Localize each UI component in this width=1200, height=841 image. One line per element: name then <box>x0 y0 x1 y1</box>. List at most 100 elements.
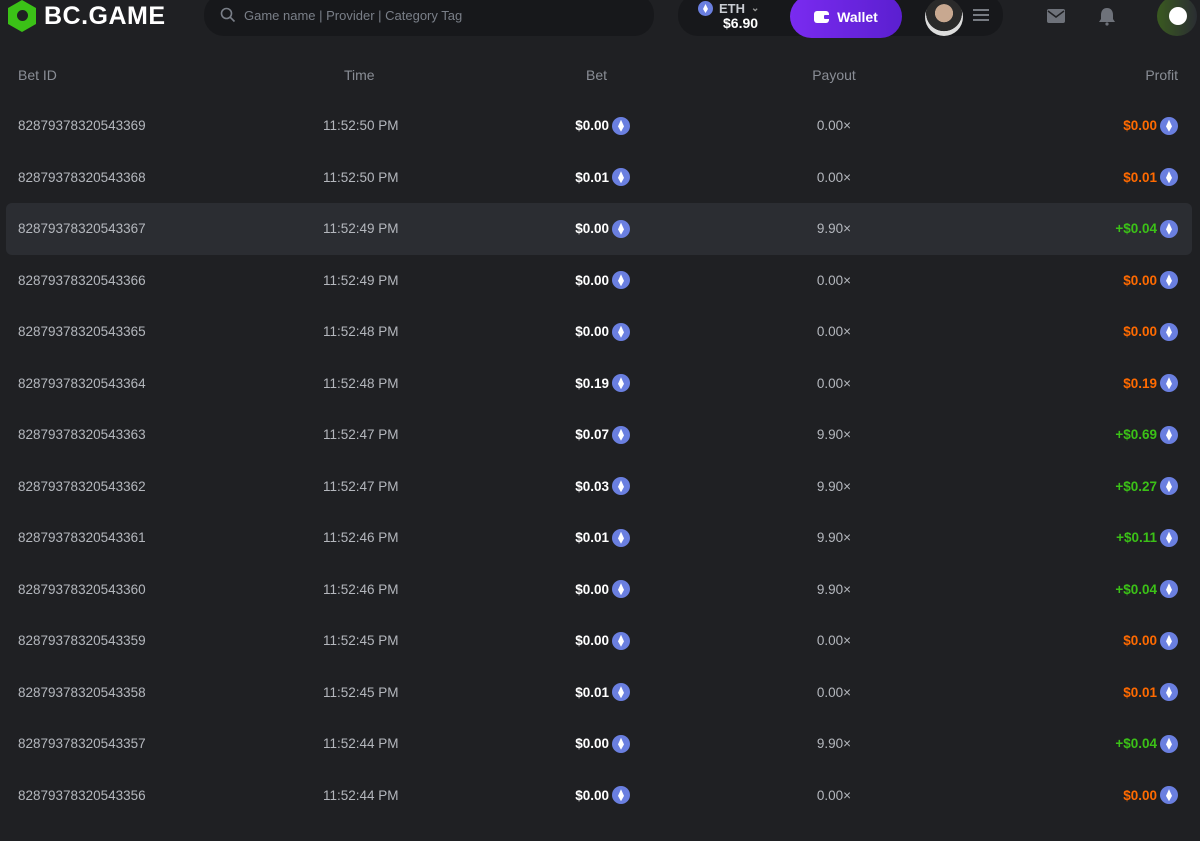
eth-icon <box>1160 631 1178 650</box>
profit: $0.00 <box>1123 116 1178 135</box>
profile-icon[interactable] <box>1157 0 1197 36</box>
table-row[interactable]: 82879378320543368 11:52:50 PM $0.01 0.00… <box>0 152 1200 204</box>
balance-amount: $6.90 <box>723 15 759 31</box>
table-row[interactable]: 82879378320543357 11:52:44 PM $0.00 9.90… <box>0 718 1200 770</box>
bet-id[interactable]: 82879378320543365 <box>18 324 146 340</box>
bet-value: $0.00 <box>575 736 609 752</box>
menu-icon[interactable] <box>973 9 989 23</box>
bet-id[interactable]: 82879378320543359 <box>18 633 146 649</box>
payout: 9.90× <box>816 478 852 494</box>
eth-icon <box>1160 322 1178 341</box>
eth-icon <box>1160 734 1178 753</box>
payout: 9.90× <box>816 581 852 597</box>
payout: 9.90× <box>816 736 852 752</box>
bet-id[interactable]: 82879378320543363 <box>18 427 146 443</box>
mail-icon[interactable] <box>1046 6 1066 26</box>
bet-id[interactable]: 82879378320543361 <box>18 530 146 546</box>
bet-amount: $0.07 <box>520 425 630 444</box>
payout: 0.00× <box>816 375 852 391</box>
bet-id[interactable]: 82879378320543366 <box>18 272 146 288</box>
currency-selector[interactable]: ETH ⌄ <box>698 1 759 16</box>
logo-icon <box>8 0 36 32</box>
table-row[interactable]: 82879378320543363 11:52:47 PM $0.07 9.90… <box>0 409 1200 461</box>
bet-time: 11:52:47 PM <box>323 427 399 443</box>
bet-value: $0.00 <box>575 272 609 288</box>
profit: +$0.69 <box>1115 425 1178 444</box>
bet-id[interactable]: 82879378320543358 <box>18 684 146 700</box>
profit: +$0.04 <box>1115 219 1178 238</box>
bet-amount: $0.00 <box>520 580 630 599</box>
profit-value: $0.00 <box>1123 118 1157 134</box>
wallet-button[interactable]: Wallet <box>790 0 902 38</box>
bet-id[interactable]: 82879378320543369 <box>18 118 146 134</box>
eth-icon <box>612 425 630 444</box>
table-row[interactable]: 82879378320543359 11:52:45 PM $0.00 0.00… <box>0 615 1200 667</box>
profit-value: +$0.11 <box>1116 530 1157 546</box>
chevron-down-icon: ⌄ <box>751 3 760 14</box>
table-row[interactable]: 82879378320543356 11:52:44 PM $0.00 0.00… <box>0 770 1200 822</box>
bet-value: $0.00 <box>575 581 609 597</box>
bet-id[interactable]: 82879378320543367 <box>18 221 146 237</box>
eth-icon <box>612 734 630 753</box>
eth-icon <box>612 322 630 341</box>
eth-icon <box>612 631 630 650</box>
bet-id[interactable]: 82879378320543368 <box>18 169 146 185</box>
search-icon <box>220 7 236 23</box>
bet-value: $0.00 <box>575 324 609 340</box>
bet-id[interactable]: 82879378320543357 <box>18 736 146 752</box>
table-row[interactable]: 82879378320543362 11:52:47 PM $0.03 9.90… <box>0 461 1200 513</box>
table-row[interactable]: 82879378320543358 11:52:45 PM $0.01 0.00… <box>0 667 1200 719</box>
payout: 9.90× <box>816 221 852 237</box>
eth-icon <box>1160 580 1178 599</box>
eth-icon <box>1160 219 1178 238</box>
bet-amount: $0.03 <box>520 477 630 496</box>
bet-amount: $0.00 <box>520 734 630 753</box>
table-row[interactable]: 82879378320543367 11:52:49 PM $0.00 9.90… <box>6 203 1192 255</box>
bet-id[interactable]: 82879378320543362 <box>18 478 146 494</box>
col-time: Time <box>344 67 375 83</box>
table-row[interactable]: 82879378320543360 11:52:46 PM $0.00 9.90… <box>0 564 1200 616</box>
bet-value: $0.00 <box>575 787 609 803</box>
profit: +$0.27 <box>1115 477 1178 496</box>
profit: +$0.04 <box>1115 734 1178 753</box>
profit: $0.00 <box>1123 271 1178 290</box>
logo[interactable]: BC.GAME <box>8 0 166 32</box>
payout: 0.00× <box>816 118 852 134</box>
profit: $0.00 <box>1123 786 1178 805</box>
search-input[interactable]: Game name | Provider | Category Tag <box>204 0 654 36</box>
bet-table: Bet ID Time Bet Payout Profit 8287937832… <box>0 50 1200 821</box>
avatar[interactable] <box>925 0 963 36</box>
bet-amount: $0.00 <box>520 322 630 341</box>
table-row[interactable]: 82879378320543366 11:52:49 PM $0.00 0.00… <box>0 255 1200 307</box>
eth-icon <box>1160 116 1178 135</box>
bet-time: 11:52:47 PM <box>323 478 399 494</box>
bet-time: 11:52:44 PM <box>323 736 399 752</box>
bet-amount: $0.01 <box>520 683 630 702</box>
bet-amount: $0.00 <box>520 219 630 238</box>
bet-value: $0.07 <box>575 427 609 443</box>
bet-id[interactable]: 82879378320543364 <box>18 375 146 391</box>
table-row[interactable]: 82879378320543369 11:52:50 PM $0.00 0.00… <box>0 100 1200 152</box>
payout: 9.90× <box>816 427 852 443</box>
bet-id[interactable]: 82879378320543360 <box>18 581 146 597</box>
payout: 0.00× <box>816 272 852 288</box>
table-row[interactable]: 82879378320543364 11:52:48 PM $0.19 0.00… <box>0 358 1200 410</box>
table-row[interactable]: 82879378320543361 11:52:46 PM $0.01 9.90… <box>0 512 1200 564</box>
profit: +$0.11 <box>1116 528 1178 547</box>
bell-icon[interactable] <box>1097 6 1117 26</box>
bet-id[interactable]: 82879378320543356 <box>18 787 146 803</box>
eth-icon <box>1160 786 1178 805</box>
payout: 0.00× <box>816 787 852 803</box>
eth-icon <box>698 1 713 16</box>
eth-icon <box>612 528 630 547</box>
bet-value: $0.03 <box>575 478 609 494</box>
logo-text: BC.GAME <box>44 1 166 30</box>
table-row[interactable]: 82879378320543365 11:52:48 PM $0.00 0.00… <box>0 306 1200 358</box>
profit: $0.01 <box>1123 683 1178 702</box>
profit-value: $0.01 <box>1123 169 1157 185</box>
profit: $0.00 <box>1123 322 1178 341</box>
bet-time: 11:52:48 PM <box>323 375 399 391</box>
bet-value: $0.00 <box>575 118 609 134</box>
eth-icon <box>612 580 630 599</box>
wallet-icon <box>814 10 831 23</box>
